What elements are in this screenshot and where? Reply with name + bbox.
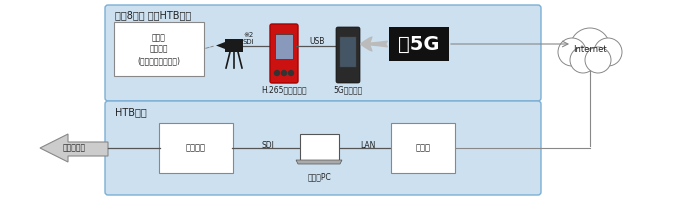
Text: USB: USB [309, 38, 325, 46]
Text: ※2
SDI: ※2 SDI [242, 32, 254, 45]
FancyBboxPatch shape [275, 34, 293, 59]
Text: 大通8丁目 雪のHTB広場: 大通8丁目 雪のHTB広場 [115, 10, 191, 20]
Text: 地上波放送: 地上波放送 [62, 144, 85, 152]
Circle shape [570, 28, 610, 68]
FancyBboxPatch shape [270, 24, 298, 83]
Text: HTB本社: HTB本社 [115, 107, 147, 117]
Circle shape [558, 38, 586, 66]
Polygon shape [216, 42, 225, 49]
FancyBboxPatch shape [105, 101, 541, 195]
FancyBboxPatch shape [159, 123, 233, 173]
FancyBboxPatch shape [340, 37, 356, 67]
FancyBboxPatch shape [336, 27, 360, 83]
Text: LAN: LAN [360, 142, 376, 150]
Text: 受信用PC: 受信用PC [307, 172, 331, 181]
Text: 》5G: 》5G [398, 34, 440, 53]
Polygon shape [296, 160, 342, 164]
FancyBboxPatch shape [389, 27, 449, 61]
FancyBboxPatch shape [105, 5, 541, 101]
Circle shape [274, 71, 279, 75]
Circle shape [570, 47, 596, 73]
Text: SDI: SDI [262, 142, 274, 150]
FancyBboxPatch shape [391, 123, 455, 173]
Text: 大雪像
ウポポイ
(民族共生象徴空間): 大雪像 ウポポイ (民族共生象徴空間) [137, 33, 181, 66]
Text: 放送設備: 放送設備 [186, 144, 206, 152]
FancyBboxPatch shape [300, 134, 339, 160]
FancyBboxPatch shape [225, 39, 243, 52]
Text: 光回線: 光回線 [416, 144, 430, 152]
Circle shape [585, 47, 611, 73]
FancyBboxPatch shape [114, 22, 204, 76]
Text: Internet: Internet [573, 46, 607, 54]
Text: H.265エンコーダ: H.265エンコーダ [261, 85, 307, 94]
Circle shape [288, 71, 293, 75]
Circle shape [594, 38, 622, 66]
Polygon shape [40, 134, 108, 162]
Text: 5Gプレ端末: 5Gプレ端末 [333, 85, 363, 94]
Circle shape [281, 71, 286, 75]
FancyArrowPatch shape [360, 37, 387, 51]
